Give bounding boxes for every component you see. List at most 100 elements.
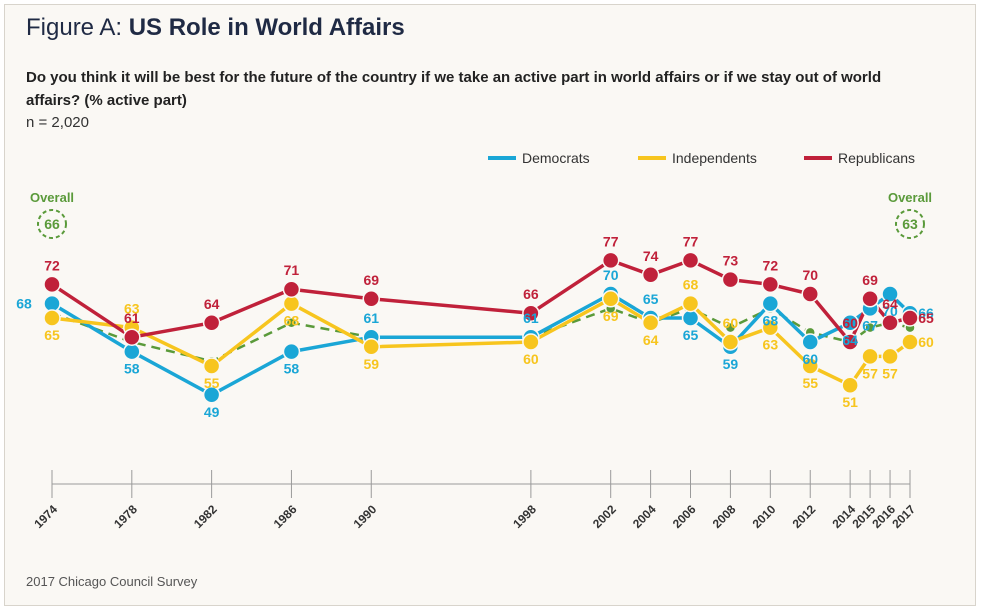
data-label-republicans-2010: 72 <box>763 257 779 273</box>
point-republicans-2017 <box>901 309 919 327</box>
data-label-republicans-1978: 61 <box>124 310 140 326</box>
data-label-democrats-1978: 58 <box>124 361 140 377</box>
data-label-independents-1974: 65 <box>44 327 60 343</box>
x-tick-label-2010: 2010 <box>750 502 779 531</box>
data-label-independents-2015: 57 <box>862 365 878 381</box>
data-label-independents-1998: 60 <box>523 351 539 367</box>
point-democrats-1978 <box>123 342 141 361</box>
point-republicans-2006 <box>681 251 700 270</box>
data-label-independents-2016: 57 <box>882 365 898 381</box>
point-independents-1990 <box>362 338 381 356</box>
point-republicans-1998 <box>522 304 540 322</box>
overall-badge-value-start: 66 <box>44 216 60 232</box>
point-republicans-2002 <box>601 251 620 270</box>
point-overall-1986 <box>285 317 298 329</box>
point-republicans-2015 <box>861 290 879 308</box>
data-label-independents-2012: 55 <box>802 375 818 391</box>
data-label-independents-1982: 55 <box>204 375 220 391</box>
series-line-democrats <box>51 292 912 397</box>
overall-badge-label-end: Overall <box>888 190 932 205</box>
data-label-independents-2014: 51 <box>842 394 858 410</box>
sample-size: n = 2,020 <box>26 114 89 131</box>
point-independents-1982 <box>202 357 221 375</box>
data-label-republicans-2015: 69 <box>862 272 878 288</box>
point-republicans-1974 <box>43 275 61 294</box>
data-label-republicans-2016: 64 <box>882 296 898 312</box>
data-label-democrats-2016: 70 <box>882 303 898 319</box>
point-republicans-2014 <box>841 333 859 351</box>
point-republicans-2004 <box>641 266 660 284</box>
point-democrats-2006 <box>681 309 700 327</box>
overall-badge-ring-end <box>895 209 925 239</box>
point-democrats-2012 <box>801 333 819 351</box>
x-tick-label-1978: 1978 <box>111 502 140 531</box>
data-label-republicans-1974: 72 <box>44 257 60 273</box>
point-democrats-2014 <box>841 314 859 332</box>
data-label-republicans-1998: 66 <box>523 286 539 302</box>
data-label-independents-2010: 63 <box>763 337 779 353</box>
point-democrats-2010 <box>761 294 780 313</box>
data-label-democrats-2017: 66 <box>918 305 934 321</box>
data-label-independents-1990: 59 <box>363 356 379 372</box>
x-tick-label-2004: 2004 <box>630 502 659 531</box>
data-label-republicans-2006: 77 <box>683 233 699 249</box>
data-label-republicans-2014: 60 <box>842 315 858 331</box>
point-independents-2004 <box>641 314 660 332</box>
point-independents-1974 <box>43 309 61 327</box>
data-label-republicans-1982: 64 <box>204 296 220 312</box>
data-label-independents-2004: 64 <box>643 332 659 348</box>
point-republicans-1982 <box>202 314 221 332</box>
point-independents-1998 <box>522 333 540 351</box>
point-republicans-1990 <box>362 290 381 308</box>
data-label-democrats-2014: 64 <box>842 332 858 348</box>
series-line-independents <box>51 297 912 387</box>
x-tick-label-2017: 2017 <box>889 502 918 531</box>
data-label-republicans-2008: 73 <box>723 253 739 269</box>
data-label-republicans-1986: 71 <box>284 262 300 278</box>
point-independents-2006 <box>681 294 700 313</box>
x-tick-label-1990: 1990 <box>351 502 380 531</box>
data-label-republicans-2004: 74 <box>643 248 659 264</box>
data-label-democrats-2010: 68 <box>763 313 779 329</box>
point-republicans-2010 <box>761 275 780 294</box>
legend-label-independents: Independents <box>672 150 757 166</box>
data-label-democrats-1998: 61 <box>523 310 539 326</box>
series-line-overall <box>51 307 911 363</box>
figure-card <box>4 4 976 606</box>
point-independents-2008 <box>721 333 740 351</box>
point-overall-2008 <box>724 321 737 334</box>
data-label-democrats-1986: 58 <box>284 361 300 377</box>
data-label-democrats-1990: 61 <box>363 310 379 326</box>
figure-title: Figure A: US Role in World Affairs <box>26 14 405 42</box>
x-tick-label-2012: 2012 <box>790 502 819 531</box>
data-label-democrats-2004: 65 <box>643 291 659 307</box>
point-republicans-1986 <box>282 280 301 298</box>
point-overall-2015 <box>864 321 876 334</box>
point-republicans-1978 <box>123 328 141 346</box>
series-line-republicans <box>51 258 911 344</box>
x-tick-label-2006: 2006 <box>670 502 699 531</box>
x-tick-label-1982: 1982 <box>191 502 220 531</box>
point-republicans-2008 <box>721 270 740 289</box>
data-label-democrats-2015: 67 <box>862 317 878 333</box>
point-democrats-1982 <box>202 386 221 404</box>
x-tick-label-1986: 1986 <box>271 502 300 531</box>
point-independents-2010 <box>761 318 780 337</box>
overall-badge-ring-start <box>37 209 67 239</box>
data-label-independents-2002: 69 <box>603 308 619 324</box>
point-independents-2012 <box>801 357 819 375</box>
data-label-republicans-2002: 77 <box>603 233 619 249</box>
data-label-republicans-2017: 65 <box>918 310 934 326</box>
data-label-democrats-2006: 65 <box>683 327 699 343</box>
data-label-independents-2008: 60 <box>723 315 739 331</box>
legend-label-republicans: Republicans <box>838 150 915 166</box>
source-note: 2017 Chicago Council Survey <box>26 574 198 589</box>
x-tick-label-2008: 2008 <box>710 502 739 531</box>
data-label-republicans-2012: 70 <box>802 267 818 283</box>
data-label-democrats-2008: 59 <box>723 356 739 372</box>
data-label-republicans-1990: 69 <box>363 272 379 288</box>
data-label-independents-2006: 68 <box>683 277 699 293</box>
data-label-democrats-2012: 60 <box>802 351 818 367</box>
x-tick-label-1998: 1998 <box>510 502 539 531</box>
